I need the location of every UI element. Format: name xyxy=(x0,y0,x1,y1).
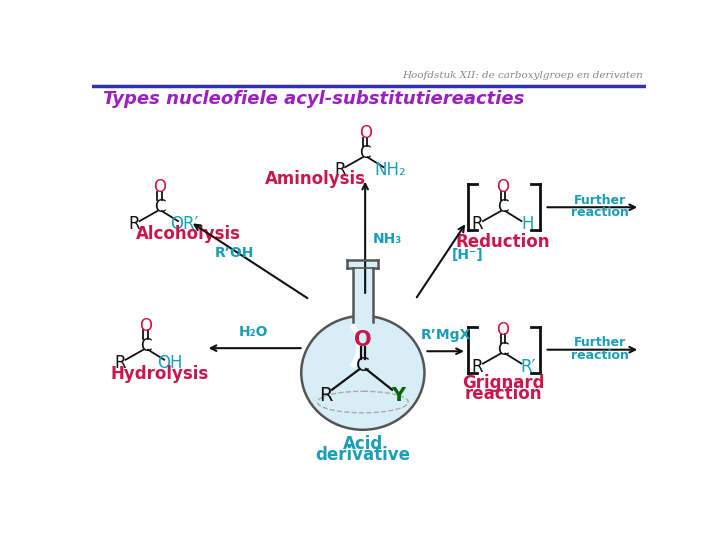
Text: Hydrolysis: Hydrolysis xyxy=(110,366,209,383)
Text: reaction: reaction xyxy=(571,349,629,362)
Text: C: C xyxy=(359,144,371,163)
Text: H: H xyxy=(521,215,534,233)
Text: NH₃: NH₃ xyxy=(373,232,402,246)
Text: [H⁻]: [H⁻] xyxy=(452,248,484,262)
Text: R’MgX: R’MgX xyxy=(421,328,471,342)
Text: Acid: Acid xyxy=(343,435,383,453)
Text: Aminolysis: Aminolysis xyxy=(265,170,366,188)
Text: Y: Y xyxy=(391,386,405,404)
Ellipse shape xyxy=(301,316,425,430)
Text: Types nucleofiele acyl-substitutiereacties: Types nucleofiele acyl-substitutiereacti… xyxy=(102,90,524,109)
Text: C: C xyxy=(498,198,509,216)
Text: O: O xyxy=(497,321,510,339)
Text: reaction: reaction xyxy=(464,384,541,403)
Text: OR′: OR′ xyxy=(170,215,199,233)
Text: Alcoholysis: Alcoholysis xyxy=(135,225,240,243)
Text: R′: R′ xyxy=(520,357,535,376)
Text: O: O xyxy=(354,330,372,350)
Text: R: R xyxy=(319,386,333,404)
Text: Further: Further xyxy=(574,336,626,349)
Text: R: R xyxy=(472,215,483,233)
Text: O: O xyxy=(497,178,510,196)
Text: R: R xyxy=(472,357,483,376)
Text: O: O xyxy=(139,317,152,335)
Text: Hoofdstuk XII: de carboxylgroep en derivaten: Hoofdstuk XII: de carboxylgroep en deriv… xyxy=(402,71,643,80)
Text: NH₂: NH₂ xyxy=(374,161,405,179)
Text: O: O xyxy=(359,124,372,143)
Text: Further: Further xyxy=(574,194,626,207)
Bar xyxy=(353,268,373,322)
Text: OH: OH xyxy=(158,354,183,372)
Text: Grignard: Grignard xyxy=(462,374,544,392)
Text: R: R xyxy=(114,354,126,372)
Text: Reduction: Reduction xyxy=(456,233,550,251)
Text: C: C xyxy=(498,341,509,359)
Text: R: R xyxy=(128,215,140,233)
Text: C: C xyxy=(154,198,166,216)
Text: reaction: reaction xyxy=(571,206,629,219)
Text: C: C xyxy=(140,337,151,355)
Bar xyxy=(348,260,378,268)
Text: R’OH: R’OH xyxy=(215,246,254,260)
Text: R: R xyxy=(334,161,346,179)
Text: derivative: derivative xyxy=(315,446,410,464)
Text: C: C xyxy=(356,356,369,375)
Text: H₂O: H₂O xyxy=(239,325,269,339)
Text: O: O xyxy=(153,178,166,196)
